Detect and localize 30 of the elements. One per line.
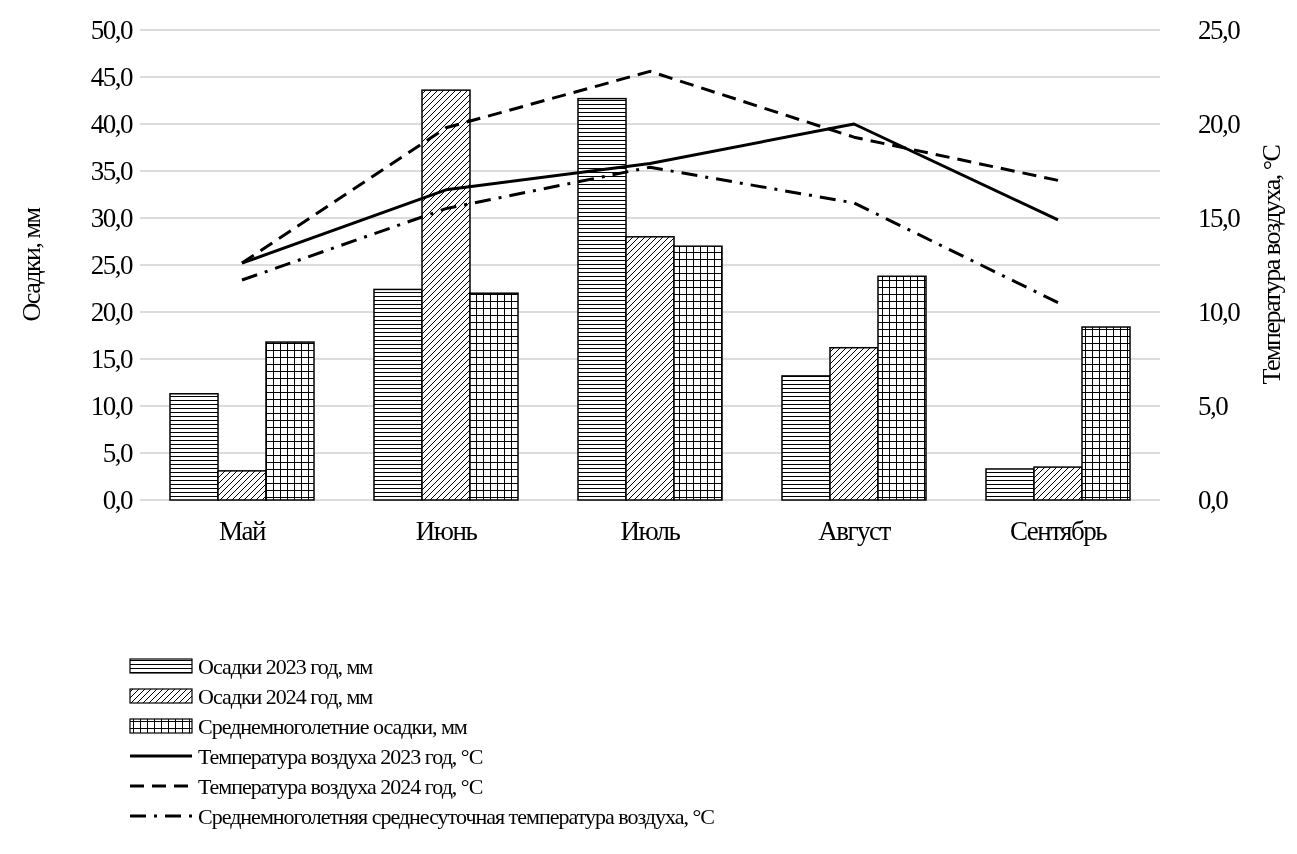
- y-tick-label: 30,0: [90, 203, 133, 234]
- y-tick-label: 50,0: [90, 15, 133, 46]
- x-tick-label: Август: [818, 516, 892, 546]
- x-tick-label: Сентябрь: [1009, 516, 1108, 546]
- y-tick-label: 10,0: [90, 391, 133, 422]
- y-tick-label: 45,0: [90, 62, 133, 93]
- legend-label: Осадки 2023 год, мм: [198, 653, 374, 679]
- y2-tick-label: 20,0: [1198, 109, 1241, 140]
- y-tick-label: 5,0: [102, 438, 133, 469]
- y-axis-title: Осадки, мм: [17, 207, 46, 322]
- legend-label: Среднемноголетняя среднесуточная температура воздуха, °С: [198, 803, 715, 829]
- y2-tick-label: 15,0: [1198, 203, 1241, 234]
- x-tick-label: Июнь: [415, 516, 478, 546]
- y-tick-label: 15,0: [90, 344, 133, 375]
- y2-tick-label: 25,0: [1198, 15, 1241, 46]
- y-tick-label: 40,0: [90, 109, 133, 140]
- y-tick-label: 35,0: [90, 156, 133, 187]
- y-tick-label: 0,0: [102, 485, 133, 516]
- y2-tick-label: 10,0: [1198, 297, 1241, 328]
- y-tick-label: 20,0: [90, 297, 133, 328]
- y2-axis-title: Температура воздуха, °С: [1257, 145, 1286, 385]
- legend-label: Осадки 2024 год, мм: [198, 683, 374, 709]
- y-tick-label: 25,0: [90, 250, 133, 281]
- legend-label: Температура воздуха 2024 год, °С: [198, 773, 483, 799]
- y2-tick-label: 0,0: [1198, 485, 1229, 516]
- x-tick-label: Июль: [620, 516, 681, 546]
- x-tick-label: Май: [219, 516, 267, 546]
- legend-label: Среднемноголетние осадки, мм: [198, 713, 468, 739]
- legend-label: Температура воздуха 2023 год, °С: [198, 743, 483, 769]
- y2-tick-label: 5,0: [1198, 391, 1229, 422]
